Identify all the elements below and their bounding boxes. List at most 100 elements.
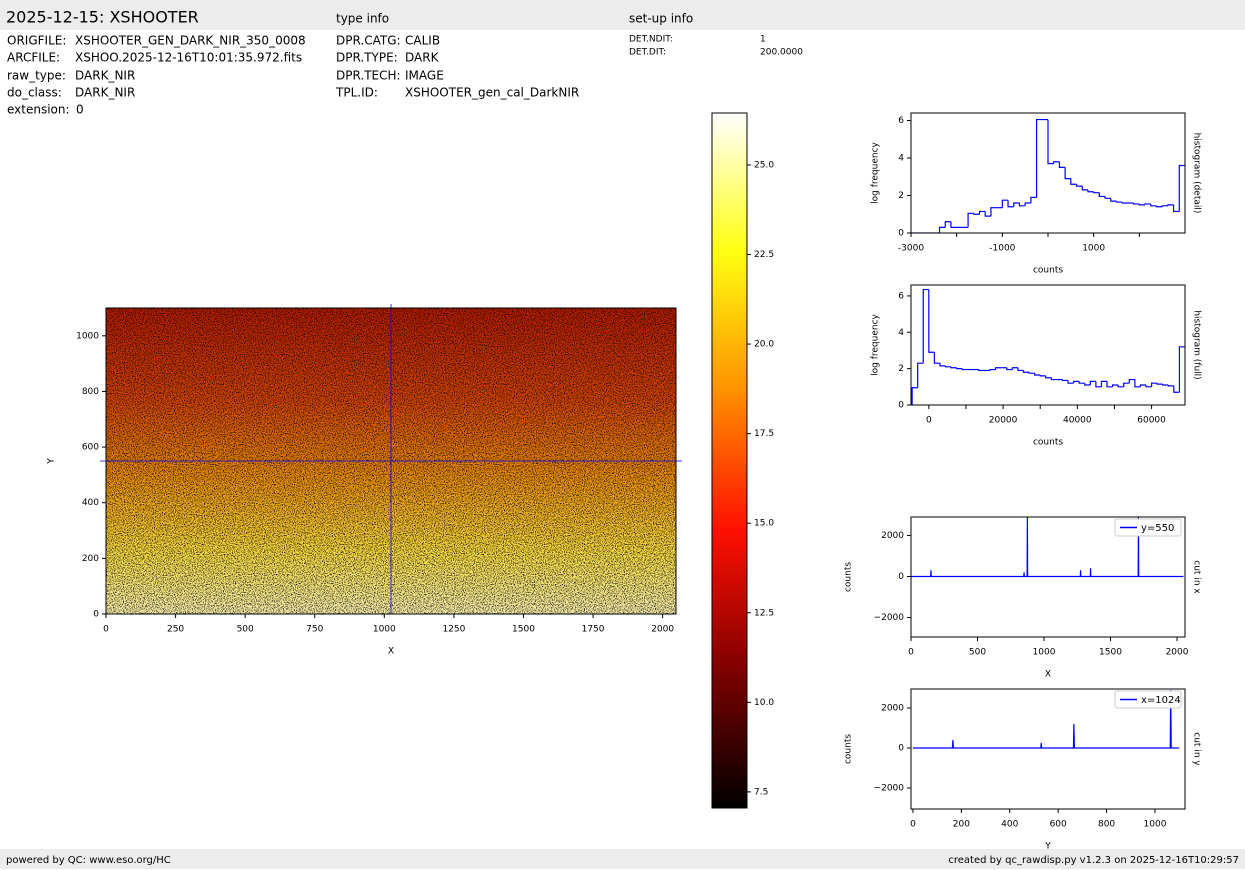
histogram-step bbox=[979, 370, 985, 371]
legend-label: x=1024 bbox=[1141, 695, 1181, 706]
histogram-step bbox=[1168, 385, 1174, 386]
histogram-step bbox=[1040, 375, 1046, 376]
histogram-step bbox=[1145, 204, 1151, 205]
histogram-step bbox=[1031, 197, 1037, 203]
field-value: DARK_NIR bbox=[75, 86, 135, 100]
histogram-step bbox=[957, 368, 963, 369]
x-axis-label: Y bbox=[1044, 842, 1051, 852]
histogram-step bbox=[1113, 385, 1119, 387]
field-label: extension: bbox=[7, 103, 70, 117]
x-tick-label: 0 bbox=[910, 820, 916, 830]
y-tick-label: 4 bbox=[898, 328, 904, 338]
histogram-step bbox=[1082, 186, 1088, 190]
y-axis-label: log frequency bbox=[871, 313, 881, 375]
histogram-step bbox=[1139, 204, 1145, 205]
axes-frame bbox=[911, 285, 1185, 405]
histogram-step bbox=[1014, 203, 1020, 207]
field-label: raw_type: bbox=[7, 69, 66, 83]
histogram-step bbox=[1051, 378, 1057, 380]
x-axis-label: counts bbox=[1033, 266, 1063, 276]
histogram-step bbox=[1124, 383, 1130, 387]
histogram-step bbox=[1117, 201, 1123, 202]
y-tick-label: 2000 bbox=[881, 704, 904, 714]
y-tick-label: 7.5 bbox=[754, 787, 768, 797]
x-tick-label: 1000 bbox=[1033, 648, 1056, 658]
field-label: ORIGFILE: bbox=[7, 34, 66, 48]
field-label: TPL.ID: bbox=[335, 86, 378, 100]
field-label: DPR.TECH: bbox=[336, 69, 401, 83]
histogram-step bbox=[1096, 381, 1102, 386]
histogram-step bbox=[1007, 368, 1013, 370]
histogram-step bbox=[1077, 184, 1083, 186]
x-axis-label: counts bbox=[1033, 438, 1063, 448]
x-tick-label: 1000 bbox=[1144, 820, 1167, 830]
x-tick-label: 250 bbox=[167, 625, 184, 635]
histogram-step bbox=[1101, 381, 1107, 386]
histogram-step bbox=[940, 227, 946, 233]
field-value: XSHOOTER_gen_cal_DarkNIR bbox=[405, 86, 579, 100]
x-tick-label: 1750 bbox=[582, 625, 605, 635]
histogram-step bbox=[1129, 380, 1135, 384]
x-tick-label: 0 bbox=[908, 648, 914, 658]
histogram-step bbox=[946, 366, 952, 367]
histogram-step bbox=[974, 213, 980, 214]
y-tick-label: 0 bbox=[898, 744, 904, 754]
histogram-step bbox=[951, 222, 957, 228]
histogram-step bbox=[1146, 385, 1152, 387]
x-tick-label: 400 bbox=[1001, 820, 1018, 830]
field-label: DPR.CATG: bbox=[336, 34, 401, 48]
histogram-step bbox=[985, 211, 991, 216]
field-value: 200.0000 bbox=[760, 48, 803, 58]
histogram-step bbox=[1152, 383, 1158, 387]
histogram-step bbox=[1168, 205, 1174, 206]
x-tick-label: -1000 bbox=[989, 244, 1015, 254]
footer-right: created by qc_rawdisp.py v1.2.3 on 2025-… bbox=[948, 855, 1239, 866]
y-tick-label: 17.5 bbox=[754, 429, 774, 439]
x-tick-label: -3000 bbox=[898, 244, 924, 254]
histogram-step bbox=[1065, 167, 1071, 178]
y-tick-label: 20.0 bbox=[754, 340, 774, 350]
histogram-step bbox=[1122, 202, 1128, 203]
histogram-step bbox=[1088, 190, 1094, 192]
histogram-step bbox=[996, 368, 1002, 370]
field-value: IMAGE bbox=[405, 69, 444, 83]
y-tick-label: 6 bbox=[898, 116, 904, 126]
histogram-step bbox=[945, 222, 951, 228]
y-tick-label: 6 bbox=[898, 291, 904, 301]
histogram-step bbox=[1151, 204, 1157, 206]
y-tick-label: 0 bbox=[93, 610, 99, 620]
histogram-step bbox=[1074, 381, 1080, 383]
histogram-step bbox=[1156, 206, 1162, 207]
legend-label: y=550 bbox=[1141, 523, 1174, 534]
field-value: 0 bbox=[76, 103, 84, 117]
section-title: type info bbox=[336, 12, 389, 26]
field-label: do_class: bbox=[7, 86, 62, 100]
page-title: 2025-12-15: XSHOOTER bbox=[6, 8, 199, 27]
x-tick-label: 500 bbox=[237, 625, 254, 635]
x-tick-label: 40000 bbox=[1063, 416, 1092, 426]
plot-area bbox=[911, 120, 1185, 233]
histogram-step bbox=[1059, 162, 1065, 168]
field-value: CALIB bbox=[405, 34, 440, 48]
x-tick-label: 200 bbox=[953, 820, 970, 830]
y-tick-label: −2000 bbox=[874, 784, 905, 794]
x-tick-label: 0 bbox=[926, 416, 932, 426]
x-tick-label: 2000 bbox=[1166, 648, 1189, 658]
x-tick-label: 750 bbox=[306, 625, 323, 635]
x-tick-label: 500 bbox=[969, 648, 986, 658]
histogram-step bbox=[1135, 380, 1141, 387]
field-label: DET.NDIT: bbox=[629, 35, 673, 45]
histogram-step bbox=[1048, 120, 1054, 164]
field-value: DARK_NIR bbox=[75, 69, 135, 83]
y-tick-label: 0 bbox=[898, 229, 904, 239]
y-tick-label: 22.5 bbox=[754, 250, 774, 260]
histogram-step bbox=[1012, 368, 1018, 370]
side-label: cut in y bbox=[1192, 732, 1202, 766]
y-axis-label: counts bbox=[844, 562, 854, 592]
y-tick-label: 2 bbox=[898, 364, 904, 374]
histogram-step bbox=[1134, 203, 1140, 204]
histogram-step bbox=[1023, 370, 1029, 372]
y-tick-label: 4 bbox=[898, 154, 904, 164]
histogram-step bbox=[1179, 166, 1185, 212]
histogram-step bbox=[1157, 383, 1163, 384]
